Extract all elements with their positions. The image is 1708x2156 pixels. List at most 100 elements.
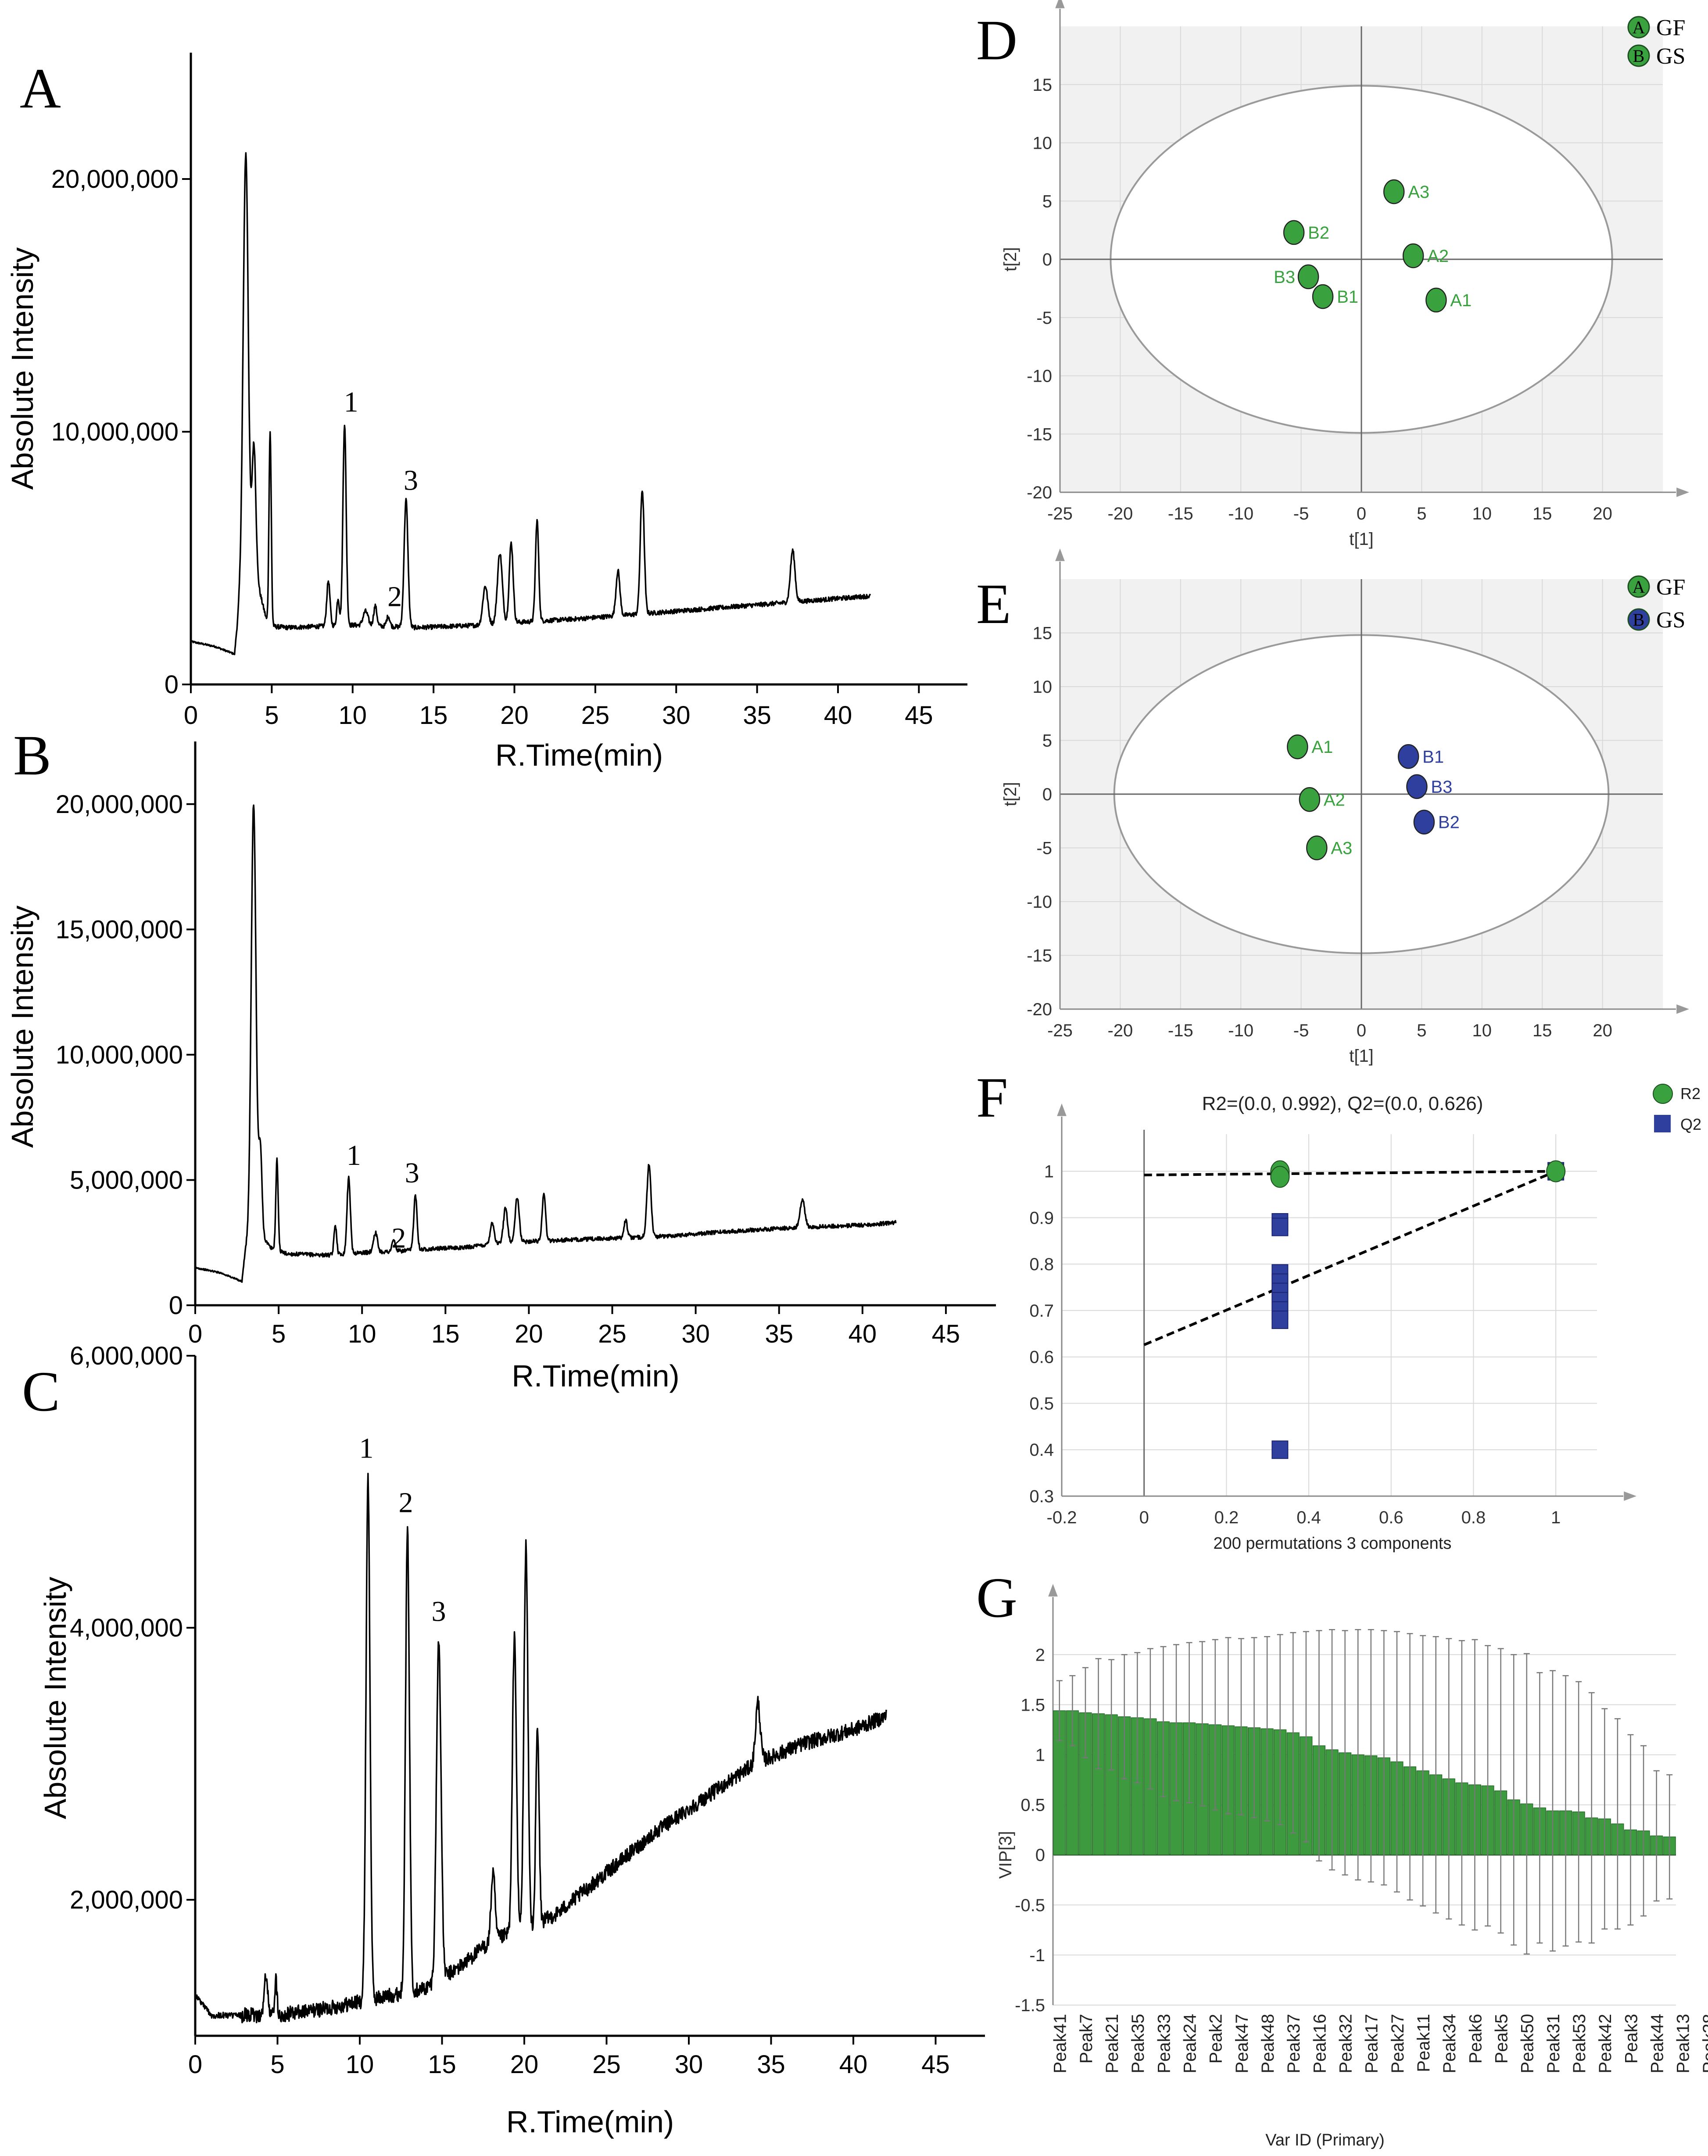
x-tick-label: 0	[1139, 1508, 1149, 1527]
point-label: A1	[1450, 291, 1472, 310]
y-tick-label: 10	[1033, 677, 1053, 697]
y-axis-label: Absolute Intensity	[5, 247, 39, 490]
legend-marker	[1654, 1115, 1671, 1132]
point-label: A1	[1311, 738, 1333, 757]
legend-label: GS	[1656, 44, 1685, 69]
x-tick-label: 45	[921, 2050, 950, 2079]
x-tick-label: Peak6	[1466, 2014, 1485, 2063]
y-tick-label: 10,000,000	[56, 1041, 183, 1069]
y-tick-label: 0.5	[1021, 1796, 1045, 1815]
y-axis-arrow	[1055, 0, 1065, 8]
q2-point	[1271, 1218, 1289, 1236]
x-tick-label: 15	[428, 2050, 456, 2079]
panel-letter: A	[20, 57, 61, 120]
x-tick-label: Peak31	[1544, 2014, 1563, 2074]
point-label: A2	[1427, 247, 1449, 266]
x-tick-label: 40	[824, 701, 852, 730]
peak-label: 2	[399, 1487, 413, 1519]
y-tick-label: 4,000,000	[70, 1614, 183, 1642]
x-tick-label: -5	[1293, 504, 1309, 523]
y-tick-label: 2,000,000	[70, 1886, 183, 1914]
x-tick-label: Peak41	[1051, 2014, 1070, 2074]
x-tick-label: Peak11	[1414, 2014, 1433, 2072]
legend-marker	[1653, 1084, 1673, 1104]
x-tick-label: Peak37	[1284, 2014, 1303, 2074]
y-tick-label: 15	[1033, 75, 1053, 95]
permutation-plot-panel-f: F -0.2 0 0.2 0.4 0.6 0.8 1 0.3 0.4 0.5 0.6 0.7 0.8 0.9…	[976, 1066, 1701, 1553]
score-plot-panel-d: D -25 -20 -15 -10 -5 0 5 10 15 20 -20 -15 -10 -5 0 5 10 15…	[976, 0, 1689, 549]
score-point	[1413, 809, 1435, 834]
y-tick-label: 5	[1042, 731, 1052, 751]
x-tick-label: 0	[184, 701, 198, 730]
y-tick-label: 0	[165, 670, 179, 699]
peak-label: 3	[405, 1157, 419, 1189]
x-tick-label: -15	[1168, 504, 1193, 523]
y-tick-label: 0	[1042, 785, 1052, 804]
x-tick-label: -0.2	[1047, 1508, 1077, 1527]
y-tick-label: -10	[1027, 367, 1052, 386]
peak-label: 2	[387, 580, 402, 612]
q2-regression-line	[1143, 1170, 1557, 1346]
x-tick-label: Peak28	[1700, 2014, 1708, 2074]
x-tick-label: 5	[272, 1320, 286, 1348]
x-tick-label: 20	[500, 701, 529, 730]
point-label: A3	[1408, 183, 1429, 202]
y-tick-label: 0.7	[1029, 1301, 1054, 1321]
chromatogram-panel-a: A 0 5 10 15 20 25 30 35 40 45 0 10,000,000 20,000,000…	[5, 53, 967, 772]
x-tick-label: 10	[346, 2050, 374, 2079]
x-axis-arrow	[1676, 487, 1689, 497]
y-tick-label: -5	[1036, 308, 1052, 328]
x-tick-label: -15	[1168, 1021, 1193, 1040]
x-tick-label: -25	[1047, 1021, 1073, 1040]
chromatogram-trace	[190, 152, 871, 655]
x-tick-label: Peak27	[1388, 2014, 1407, 2074]
y-tick-label: 1.5	[1021, 1695, 1045, 1715]
panel-letter: F	[976, 1066, 1008, 1129]
x-tick-label: 30	[681, 1320, 710, 1348]
y-tick-label: 15,000,000	[56, 915, 183, 944]
legend-marker	[1627, 608, 1650, 631]
x-tick-label: Peak47	[1232, 2014, 1252, 2074]
y-tick-label: 1	[1035, 1745, 1045, 1765]
y-axis-label: t[2]	[1001, 782, 1020, 806]
x-axis-arrow	[1676, 1004, 1689, 1014]
point-label: B2	[1438, 813, 1460, 832]
x-tick-label: 10	[1472, 504, 1492, 523]
x-tick-label: Peak44	[1647, 2014, 1667, 2074]
x-tick-label: -5	[1293, 1021, 1309, 1040]
point-label: B1	[1422, 747, 1444, 766]
y-tick-label: -15	[1027, 425, 1052, 444]
y-tick-label: -15	[1027, 946, 1052, 966]
x-axis-label: t[1]	[1349, 1046, 1374, 1066]
y-tick-label: 15	[1033, 624, 1053, 643]
point-label: A2	[1324, 790, 1345, 809]
x-tick-label: Peak48	[1258, 2014, 1278, 2074]
legend-marker	[1627, 575, 1650, 598]
y-tick-label: -1.5	[1015, 1996, 1045, 2015]
x-tick-label: 40	[839, 2050, 868, 2079]
score-point	[1402, 243, 1424, 269]
x-tick-label: 10	[1472, 1021, 1492, 1040]
x-tick-label: 0.2	[1214, 1508, 1239, 1527]
x-tick-label: 35	[757, 2050, 785, 2079]
score-plot-panel-e: E -25 -20 -15 -10 -5 0 5 10 15 20 -20 -15 -10 -5 0 5 10 15…	[976, 548, 1689, 1066]
x-tick-label: Peak13	[1674, 2014, 1693, 2074]
x-tick-label: 5	[1417, 1021, 1426, 1040]
legend-label: GS	[1656, 608, 1685, 633]
x-tick-label: 20	[510, 2050, 539, 2079]
x-tick-label: Peak33	[1154, 2014, 1174, 2074]
y-tick-label: -20	[1027, 483, 1052, 502]
x-tick-label: Peak53	[1570, 2014, 1589, 2074]
x-tick-label: 25	[592, 2050, 621, 2079]
legend-marker-letter: B	[1633, 46, 1645, 66]
point-label: A3	[1331, 839, 1352, 858]
x-tick-label: 0	[1357, 504, 1366, 523]
score-point	[1406, 774, 1428, 799]
score-point	[1383, 179, 1405, 204]
y-tick-label: 0	[1042, 250, 1052, 269]
x-tick-label: 0.8	[1461, 1508, 1486, 1527]
y-tick-label: 0.5	[1029, 1394, 1054, 1413]
y-tick-label: 5	[1042, 192, 1052, 211]
x-tick-label: Peak2	[1207, 2014, 1226, 2063]
